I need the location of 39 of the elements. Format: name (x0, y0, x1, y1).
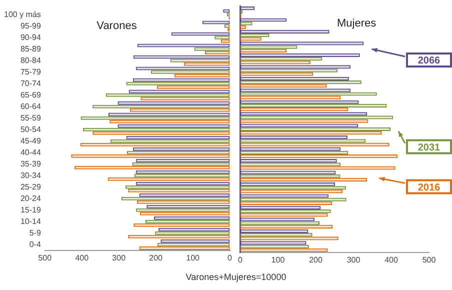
y-tick-label: 10-14 (20, 216, 42, 226)
y-tick-label: 25-29 (20, 182, 42, 192)
y-tick-label: 30-34 (20, 170, 42, 180)
text: 2031 (418, 142, 441, 154)
y-tick-label: 85-89 (20, 44, 42, 54)
x-tick-label: 400 (75, 253, 90, 262)
x-tick-label: 100 (271, 255, 286, 264)
y-tick-label: 5-9 (29, 228, 42, 238)
y-tick-label: 35-39 (20, 159, 42, 168)
y-tick-label: 0-4 (29, 240, 42, 249)
text: 2066 (418, 56, 441, 67)
y-tick-label: 80-84 (20, 56, 42, 65)
x-tick-label: 200 (149, 253, 164, 262)
y-tick-label: 55-59 (20, 113, 42, 122)
y-tick-label: 95-99 (20, 21, 42, 30)
y-tick-label: 60-64 (20, 102, 42, 111)
x-tick-label: 0 (228, 253, 233, 262)
x-tick-label: 200 (309, 255, 323, 264)
y-tick-label: 20-24 (20, 194, 42, 203)
y-tick-label: 40-44 (20, 148, 42, 157)
y-tick-label: 90-94 (20, 32, 42, 42)
x-axis-title: Varones+Mujeres=10000 (184, 272, 288, 282)
y-tick-label: 45-49 (20, 136, 42, 146)
y-tick-label: 100 y más (4, 10, 41, 19)
x-tick-label: 300 (112, 253, 126, 262)
text: 2016 (418, 182, 441, 194)
x-tick-label: 100 (186, 253, 200, 262)
x-tick-label: 400 (384, 255, 398, 264)
y-tick-label: 15-19 (20, 205, 42, 214)
y-tick-label: 65-69 (20, 90, 42, 100)
y-tick-label: 75-79 (20, 67, 42, 76)
y-tick-label: 50-54 (20, 124, 42, 134)
y-tick-label: 70-74 (20, 78, 42, 88)
x-tick-label: 500 (38, 253, 52, 262)
x-tick-label: 500 (422, 255, 436, 264)
annotation: Varones (96, 20, 138, 32)
annotation: Mujeres (337, 18, 377, 30)
x-tick-label: 0 (238, 255, 243, 264)
x-tick-label: 300 (346, 255, 361, 264)
